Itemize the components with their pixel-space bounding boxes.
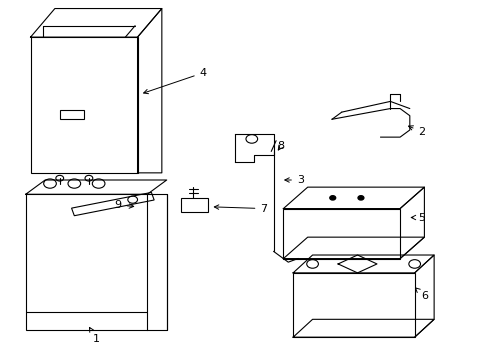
Text: 1: 1: [89, 327, 100, 344]
Bar: [181, 198, 207, 212]
Bar: [283, 208, 399, 258]
Text: 9: 9: [114, 200, 133, 210]
Text: 4: 4: [143, 68, 206, 94]
Text: 6: 6: [415, 288, 427, 301]
Bar: [71, 192, 154, 216]
Text: 8: 8: [277, 141, 284, 151]
Text: 2: 2: [407, 126, 425, 137]
Text: 3: 3: [284, 175, 304, 185]
Text: 7: 7: [214, 203, 267, 213]
Bar: [60, 111, 84, 119]
Circle shape: [329, 196, 335, 200]
Text: 5: 5: [410, 212, 425, 222]
Bar: [26, 194, 147, 330]
Bar: [30, 37, 137, 173]
Bar: [292, 273, 414, 337]
Circle shape: [357, 196, 363, 200]
